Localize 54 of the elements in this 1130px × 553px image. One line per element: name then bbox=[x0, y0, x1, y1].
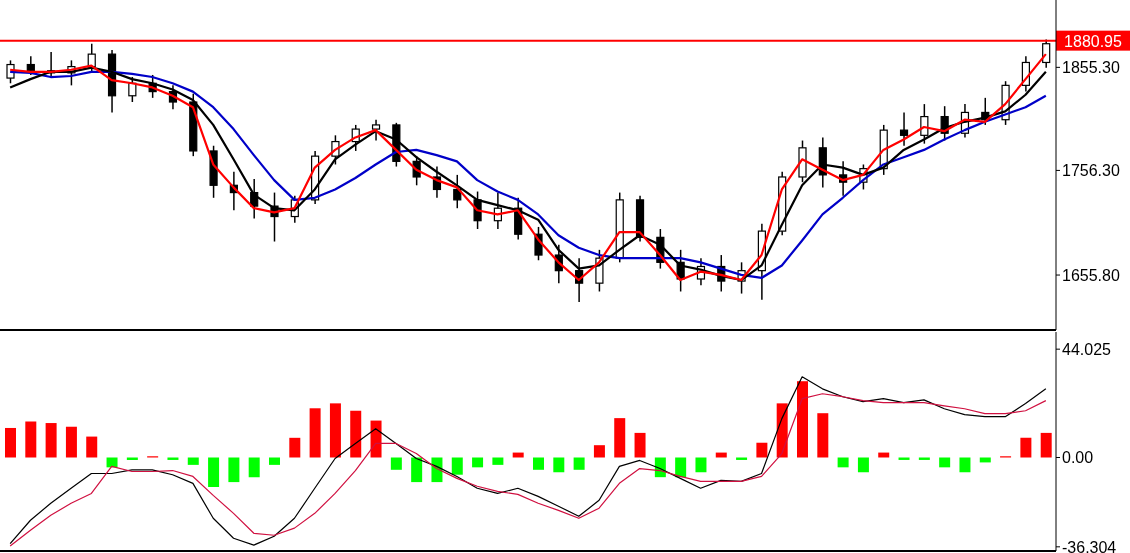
ref-line-label: 1880.95 bbox=[1064, 32, 1123, 50]
bar bbox=[269, 457, 280, 465]
bar bbox=[857, 457, 869, 473]
bar bbox=[390, 457, 402, 470]
bar bbox=[187, 457, 199, 465]
candlestick bbox=[453, 174, 462, 209]
bar bbox=[593, 445, 605, 458]
y-tick-label: 0.00 bbox=[1062, 449, 1094, 467]
bar bbox=[979, 457, 991, 463]
bar bbox=[167, 457, 179, 460]
bar bbox=[756, 442, 768, 458]
bar bbox=[939, 457, 951, 468]
bar bbox=[553, 457, 565, 473]
bar bbox=[411, 457, 423, 483]
bar bbox=[106, 457, 118, 468]
bar bbox=[228, 457, 240, 483]
y-tick-label: 44.025 bbox=[1062, 340, 1112, 358]
candlestick bbox=[899, 111, 909, 147]
bar bbox=[492, 457, 504, 465]
bar bbox=[797, 381, 808, 458]
bar bbox=[329, 403, 341, 458]
bar bbox=[289, 437, 301, 458]
bar bbox=[86, 436, 98, 458]
bar bbox=[695, 457, 707, 473]
bar bbox=[451, 457, 463, 475]
bar bbox=[634, 432, 646, 458]
bar bbox=[614, 418, 626, 458]
bar bbox=[736, 457, 748, 460]
bar bbox=[533, 457, 544, 470]
bar bbox=[1020, 437, 1032, 458]
bar bbox=[837, 457, 849, 468]
bar bbox=[5, 427, 16, 458]
bar bbox=[25, 421, 37, 458]
y-tick-label: 1655.80 bbox=[1062, 266, 1120, 284]
bar bbox=[1040, 432, 1052, 458]
bar bbox=[675, 457, 687, 478]
bar bbox=[472, 457, 484, 468]
bar bbox=[898, 457, 910, 460]
bar bbox=[248, 457, 260, 478]
bar bbox=[350, 410, 362, 458]
bar bbox=[45, 423, 57, 458]
candlestick bbox=[26, 55, 35, 76]
bar bbox=[65, 426, 77, 458]
y-tick-label: 1855.30 bbox=[1062, 59, 1120, 77]
bar bbox=[208, 457, 220, 488]
y-tick-label: 1756.30 bbox=[1062, 162, 1120, 180]
candlestick bbox=[371, 118, 381, 142]
bar bbox=[309, 408, 321, 458]
y-tick-label: -36.304 bbox=[1062, 538, 1117, 553]
bar bbox=[918, 457, 930, 460]
bar bbox=[573, 457, 585, 470]
bar bbox=[959, 457, 971, 473]
bar bbox=[126, 457, 138, 460]
bar bbox=[817, 413, 829, 458]
